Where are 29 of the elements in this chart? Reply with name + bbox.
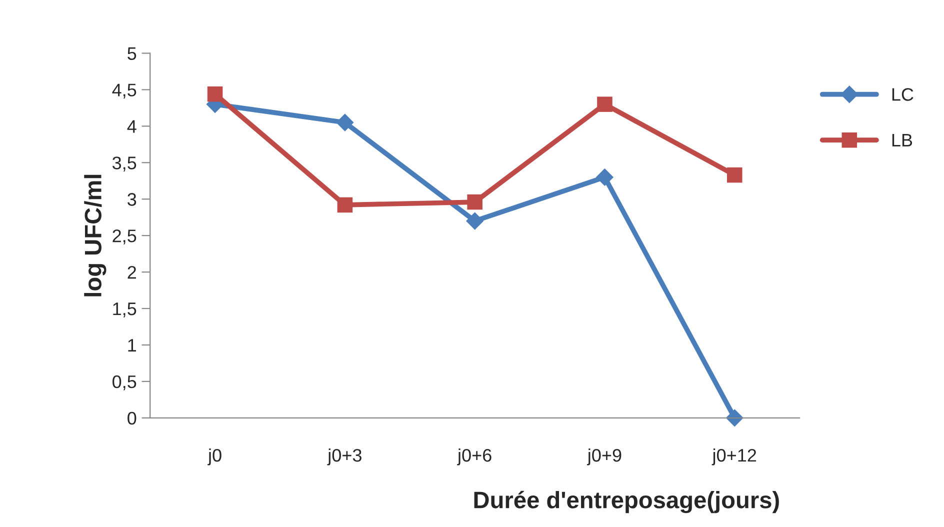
y-tick-label: 4,5	[112, 84, 136, 99]
point	[596, 168, 614, 186]
y-tick-label: 3,5	[112, 156, 136, 172]
x-tick-label: j0+6	[457, 448, 492, 466]
y-tick-label: 3	[128, 193, 136, 206]
point	[466, 212, 484, 230]
y-tick-label: 2,5	[112, 230, 136, 244]
y-tick-label: 2	[128, 266, 136, 279]
point	[726, 409, 744, 427]
y-tick-label: 1,5	[113, 302, 136, 318]
legend-label: LC	[892, 88, 914, 101]
y-tick-label: 0,5	[112, 375, 136, 390]
point	[337, 197, 353, 213]
x-axis-title: Durée d'entreposage(jours)	[474, 490, 779, 514]
point	[726, 167, 742, 183]
y-axis-title: log UFC/ml	[84, 174, 106, 296]
point	[207, 86, 223, 102]
legend-label: LB	[892, 134, 912, 146]
point	[467, 194, 482, 210]
x-tick-label: j0	[208, 448, 222, 466]
point	[336, 114, 354, 132]
y-tick-label: 4	[127, 120, 136, 133]
y-tick-label: 5	[128, 47, 136, 60]
x-tick-label: j0+12	[712, 448, 756, 466]
x-tick-label: j0+3	[327, 448, 362, 466]
y-tick-label: 1	[128, 339, 136, 352]
x-tick-label: j0+9	[586, 448, 622, 466]
y-tick-label: 0	[128, 412, 136, 425]
point	[597, 96, 612, 112]
